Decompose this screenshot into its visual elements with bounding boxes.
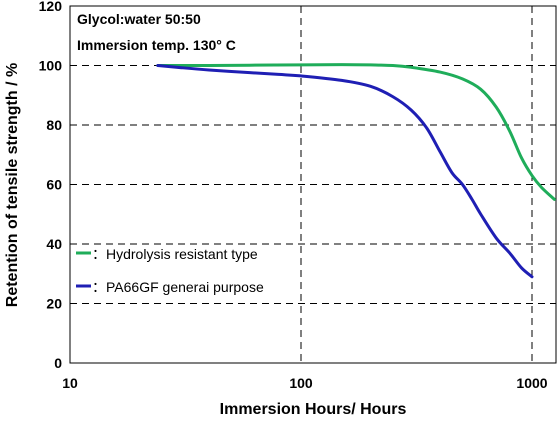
y-tick-label: 40 — [46, 236, 62, 252]
x-tick-label: 1000 — [516, 375, 547, 391]
legend-label-pa66gf-general: ：PA66GF generai purpose — [92, 279, 264, 295]
y-axis-title: Retention of tensile strength / % — [4, 63, 21, 307]
series-lines — [156, 63, 556, 279]
y-tick-label: 0 — [54, 355, 62, 371]
x-tick-label: 100 — [289, 375, 313, 391]
y-tick-label: 120 — [39, 0, 63, 14]
x-tick-label: 10 — [62, 375, 78, 391]
series-line-pa66gf-general — [156, 64, 534, 279]
y-tick-label: 80 — [46, 117, 62, 133]
y-tick-label: 100 — [39, 58, 63, 74]
annotation-temperature: Immersion temp. 130° C — [77, 37, 236, 53]
series-line-hydrolysis-resistant — [156, 63, 556, 201]
legend-label-hydrolysis-resistant: ：Hydrolysis resistant type — [92, 246, 258, 262]
plot-frame — [69, 5, 557, 364]
axis-ticks: 0 20 40 60 80 100 120 10 100 1000 — [39, 0, 548, 391]
y-tick-label: 60 — [46, 177, 62, 193]
x-axis-title: Immersion Hours/ Hours — [220, 401, 407, 418]
annotation-fluid: Glycol:water 50:50 — [77, 11, 201, 27]
y-tick-label: 20 — [46, 296, 62, 312]
